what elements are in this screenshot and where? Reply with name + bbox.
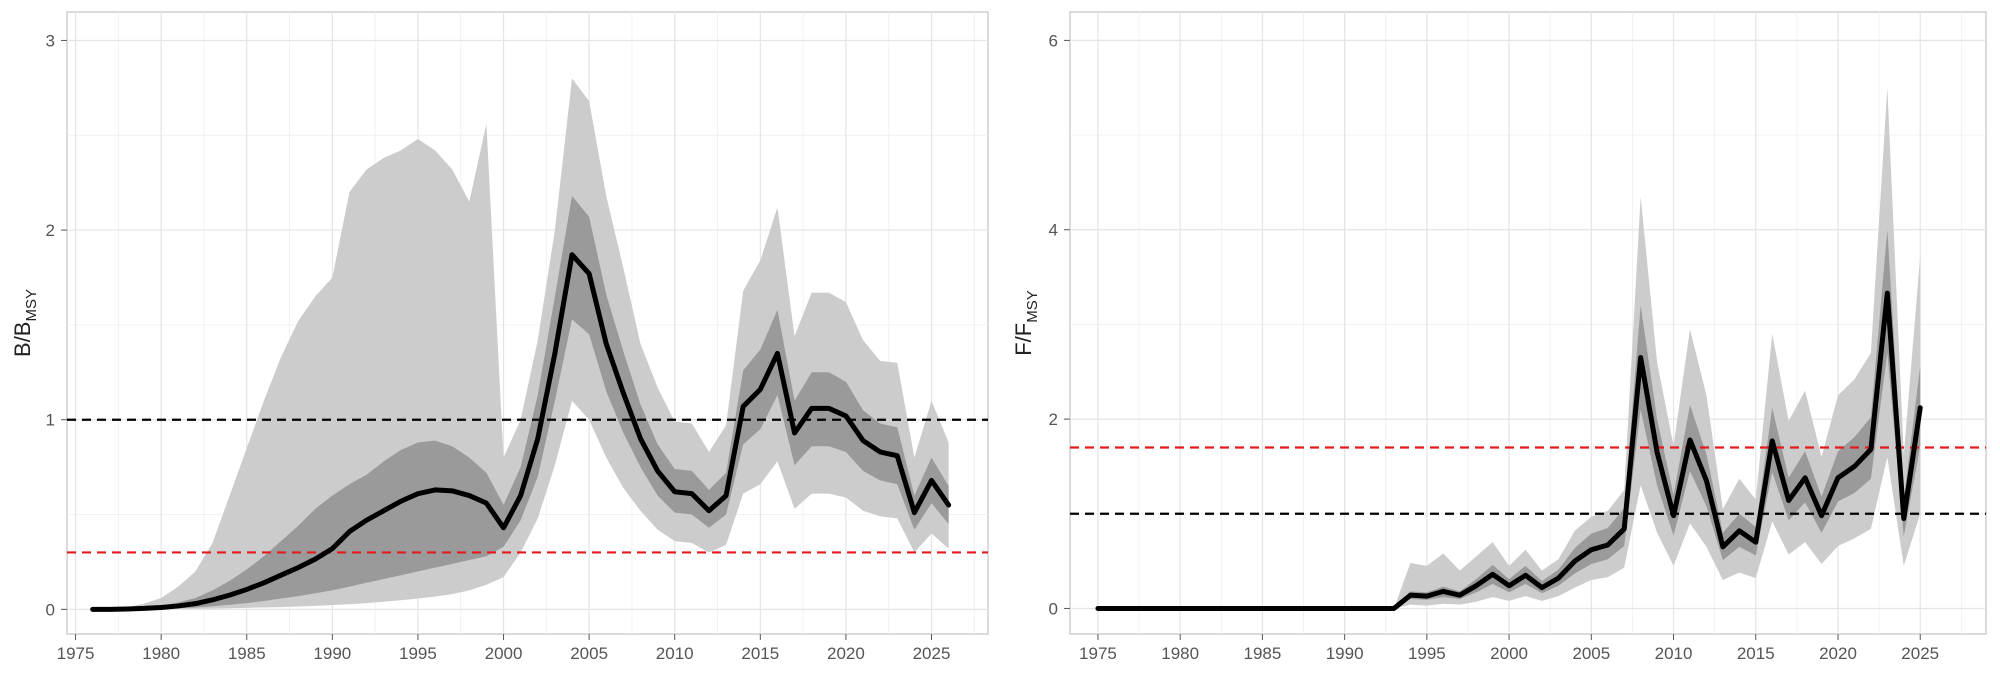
biomass-x-tick-label: 1990 xyxy=(313,644,351,663)
biomass-y-tick-label: 1 xyxy=(46,411,55,430)
biomass-x-tick-label: 1975 xyxy=(57,644,95,663)
biomass-x-tick-label: 1995 xyxy=(399,644,437,663)
fishing-panel: 1975 1980 1985 1990 1995 2000 2005 2010 2015 2020… xyxy=(1011,11,1987,663)
fishing-y-axis-label: F/FMSY xyxy=(1011,290,1041,356)
biomass-y-axis-label-main: B/B xyxy=(10,322,35,357)
fishing-x-tick-label: 2010 xyxy=(1655,644,1693,663)
biomass-x-tick-label: 1980 xyxy=(142,644,180,663)
biomass-x-tick-label: 2000 xyxy=(485,644,523,663)
biomass-x-tick-label: 2020 xyxy=(827,644,865,663)
biomass-x-tick-label: 1985 xyxy=(228,644,266,663)
fishing-x-tick-label: 1990 xyxy=(1326,644,1364,663)
biomass-y-tick-label: 2 xyxy=(46,221,55,240)
biomass-x-tick-label: 2005 xyxy=(570,644,608,663)
fishing-outer-band xyxy=(1097,87,1921,609)
fishing-x-tick-label: 2015 xyxy=(1737,644,1775,663)
fishing-y-tick-label: 6 xyxy=(1049,31,1058,50)
fishing-x-tick-label: 1980 xyxy=(1161,644,1199,663)
fishing-median-line xyxy=(1095,290,1923,611)
fishing-y-axis-label-main: F/F xyxy=(1011,323,1036,356)
biomass-x-tick-label: 2010 xyxy=(656,644,694,663)
biomass-y-axis-label: B/BMSY xyxy=(10,289,40,357)
fishing-x-tick-label: 2025 xyxy=(1901,644,1939,663)
fishing-x-tick-label: 2020 xyxy=(1819,644,1857,663)
fishing-x-tick-label: 2000 xyxy=(1490,644,1528,663)
fishing-y-axis-label-subscript: MSY xyxy=(1024,290,1041,323)
fishing-x-tick-label: 2005 xyxy=(1572,644,1610,663)
fishing-x-tick-label: 1985 xyxy=(1243,644,1281,663)
biomass-x-tick-label: 2015 xyxy=(741,644,779,663)
biomass-y-tick-label: 0 xyxy=(46,600,55,619)
fishing-x-tick-label: 1995 xyxy=(1408,644,1446,663)
biomass-y-tick-label: 3 xyxy=(46,31,55,50)
fishing-y-tick-label: 0 xyxy=(1049,599,1058,618)
fishing-x-tick-label: 1975 xyxy=(1079,644,1117,663)
fishing-y-tick-label: 4 xyxy=(1049,221,1058,240)
biomass-median-line xyxy=(90,252,952,612)
fishing-y-tick-label: 2 xyxy=(1049,410,1058,429)
biomass-x-tick-label: 2025 xyxy=(913,644,951,663)
biomass-panel: 1975 1980 1985 1990 1995 2000 2005 2010 2015 2020… xyxy=(10,11,989,663)
biomass-y-axis-label-subscript: MSY xyxy=(23,289,40,322)
